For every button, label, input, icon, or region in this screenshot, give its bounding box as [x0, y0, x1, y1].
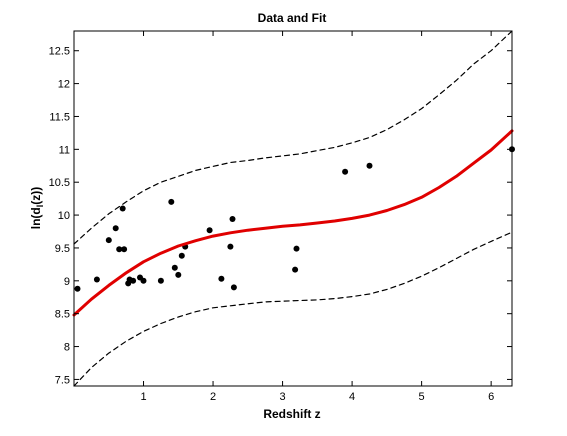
fit-curve — [72, 129, 514, 317]
data-point — [175, 271, 182, 278]
data-point — [119, 205, 126, 212]
data-point — [171, 264, 178, 271]
x-tick-label: 1 — [140, 391, 146, 403]
y-axis-label-tail: (z)) — [29, 187, 43, 205]
x-axis-ticks: 1 2 3 4 5 6 — [140, 31, 494, 403]
y-tick-label: 8 — [64, 342, 70, 354]
lower-bound-curve — [73, 231, 513, 387]
y-tick-label: 9 — [64, 276, 70, 288]
y-tick-label: 11 — [59, 144, 70, 156]
upper-bound-curve — [73, 30, 513, 245]
y-tick-label: 7.5 — [55, 374, 70, 386]
chart-title: Data and Fit — [258, 11, 327, 25]
y-tick-label: 12.5 — [49, 46, 70, 58]
data-point — [218, 275, 225, 282]
y-axis-ticks: 7.5 8 8.5 9 9.5 10 10.5 11 11.5 12 12.5 — [49, 46, 512, 386]
data-point — [229, 216, 236, 222]
y-tick-label: 10.5 — [49, 177, 70, 189]
data-point — [112, 225, 119, 232]
data-point — [206, 227, 213, 234]
x-axis-label: Redshift z — [263, 407, 320, 421]
data-point — [342, 168, 349, 175]
x-tick-label: 2 — [210, 391, 216, 403]
data-point — [292, 266, 299, 273]
data-point — [130, 277, 137, 284]
data-point — [93, 276, 100, 283]
data-point — [116, 246, 123, 253]
y-tick-label: 12 — [58, 79, 70, 91]
x-tick-label: 5 — [419, 391, 425, 403]
y-axis-label-main: ln(d — [29, 207, 43, 229]
y-tick-label: 11.5 — [49, 111, 70, 123]
data-point — [140, 277, 147, 284]
y-tick-label: 9.5 — [55, 243, 70, 255]
x-tick-label: 4 — [349, 391, 355, 403]
data-point — [230, 284, 237, 291]
data-point — [74, 285, 81, 292]
data-point — [105, 237, 112, 244]
data-point — [227, 243, 234, 250]
data-point — [168, 198, 175, 205]
plot-frame — [73, 30, 513, 387]
data-point — [293, 245, 300, 252]
plot-area — [72, 30, 515, 387]
x-tick-label: 6 — [488, 391, 494, 403]
data-point — [178, 252, 185, 259]
data-points — [74, 146, 515, 292]
y-tick-label: 10 — [58, 210, 70, 222]
data-point — [366, 162, 373, 169]
y-axis-label-sub: l — [35, 205, 45, 208]
x-tick-label: 3 — [280, 391, 286, 403]
data-point — [157, 277, 164, 284]
data-point — [121, 246, 128, 253]
y-axis-label: ln(dl(z)) — [29, 187, 45, 230]
y-tick-label: 8.5 — [55, 309, 70, 321]
